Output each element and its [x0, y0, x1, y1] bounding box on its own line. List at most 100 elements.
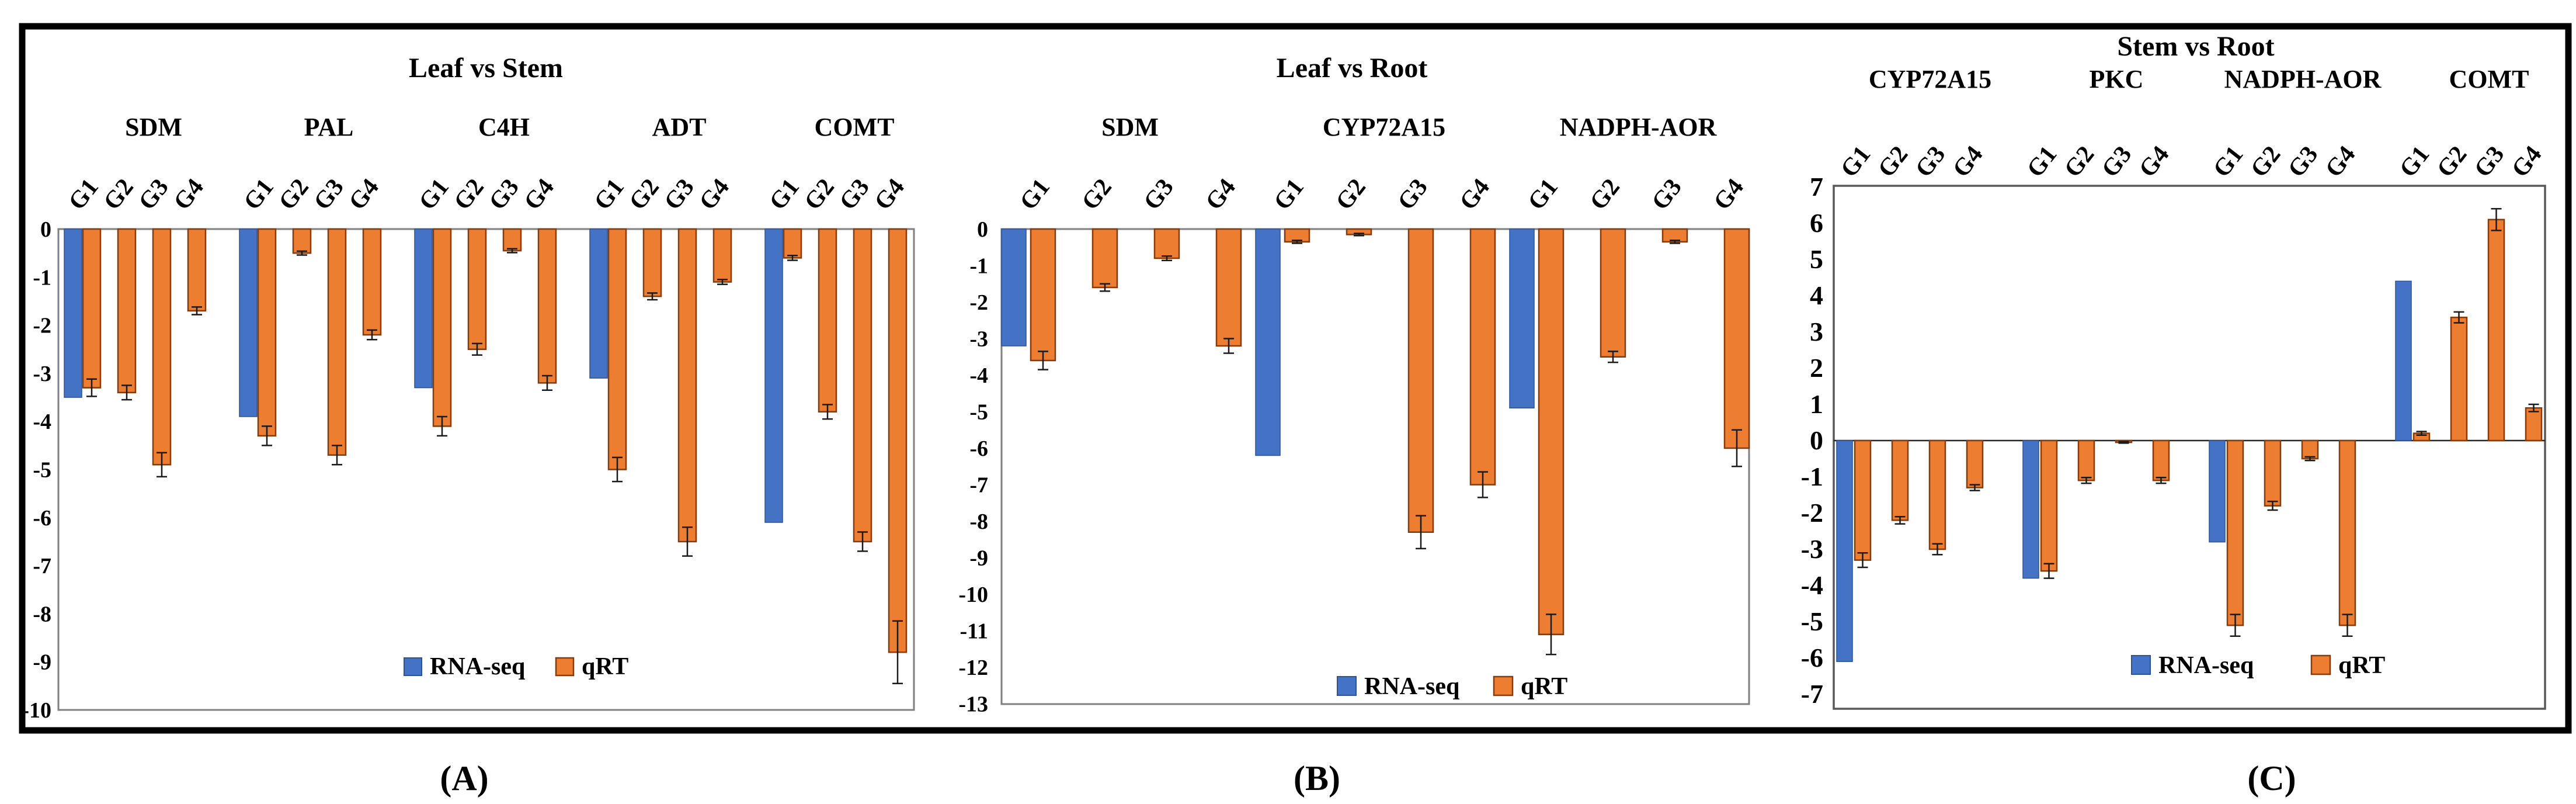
tick-label: -3: [1801, 534, 1823, 564]
tick-label: -5: [33, 458, 51, 483]
gene-label: NADPH-AOR: [2224, 65, 2382, 93]
error-bar: [1546, 614, 1556, 656]
error-bar: [262, 425, 272, 446]
bar-qrt: [502, 228, 522, 252]
gene-label: ADT: [652, 113, 707, 141]
bar-qrt: [853, 228, 872, 543]
bar-qrt: [1469, 228, 1496, 486]
bar-qrt: [1966, 439, 1984, 488]
error-bar: [612, 456, 623, 483]
error-bar: [1670, 240, 1680, 244]
error-bar: [297, 250, 307, 256]
tick-label: 0: [40, 217, 51, 242]
bar-qrt: [1928, 439, 1946, 550]
group-label: G2: [2245, 141, 2286, 183]
error-bar: [2491, 207, 2502, 231]
error-bar: [1969, 484, 1980, 491]
error-bar: [192, 306, 202, 316]
error-bar: [542, 375, 552, 391]
bar-rna-seq: [2022, 440, 2039, 579]
group-label: G1: [1015, 174, 1055, 216]
group-label: G3: [835, 174, 875, 216]
axis-tick-labels: 0 -1 -2 -3 -4 -5 -6 -7 -8 -9 -10: [22, 217, 51, 723]
group-label: G3: [134, 174, 174, 216]
legend-swatch-rna-seq: [2131, 655, 2151, 675]
group-label: G1: [1523, 174, 1563, 216]
error-bar: [1038, 351, 1048, 370]
tick-label: 2: [1810, 353, 1823, 383]
error-bar: [1223, 338, 1234, 354]
error-bar: [857, 531, 868, 552]
tick-label: -5: [969, 400, 988, 425]
bar-qrt: [2450, 316, 2468, 442]
legend-swatch-qrt: [1493, 675, 1514, 696]
panel-c-title: Stem vs Root: [2117, 31, 2274, 62]
bar-qrt: [783, 228, 802, 259]
bar-rna-seq: [1836, 440, 1853, 662]
error-bar: [2304, 456, 2316, 462]
tick-label: -10: [22, 698, 51, 723]
group-label: G3: [1910, 141, 1951, 183]
tick-label: -7: [33, 554, 51, 578]
group-label: G4: [1709, 174, 1749, 216]
legend-label-qrt: qRT: [582, 653, 628, 680]
tick-label: 0: [1810, 425, 1823, 455]
bar-qrt: [2487, 219, 2505, 442]
group-label: G4: [2507, 141, 2547, 183]
group-label: G1: [2394, 141, 2435, 183]
group-label: G4: [694, 174, 735, 216]
bar-qrt: [1091, 228, 1118, 289]
bar-qrt: [607, 228, 627, 470]
bar-qrt: [2226, 439, 2244, 626]
bar-qrt: [1891, 439, 1909, 521]
bar-qrt: [2338, 439, 2356, 626]
tick-label: 1: [1810, 389, 1823, 419]
group-label: G2: [1331, 174, 1371, 216]
tick-label: -1: [969, 254, 988, 279]
tick-label: -4: [1801, 570, 1823, 600]
legend-label-qrt: qRT: [2338, 652, 2385, 679]
error-bar: [1857, 552, 1868, 569]
tick-label: 5: [1810, 244, 1823, 274]
bar-qrt: [1153, 228, 1180, 259]
bar-qrt: [1854, 439, 1872, 561]
bar-qrt: [642, 228, 662, 297]
error-bar: [2267, 500, 2278, 511]
bar-qrt: [1030, 228, 1056, 362]
panel-a-title: Leaf vs Stem: [409, 53, 563, 84]
bar-rna-seq: [1255, 228, 1281, 456]
group-label: G1: [764, 174, 805, 216]
tick-label: -11: [960, 619, 988, 644]
error-bar: [86, 378, 97, 397]
legend-swatch-qrt: [555, 657, 575, 677]
tick-label: -7: [969, 473, 988, 498]
bar-qrt: [187, 228, 207, 312]
group-label: G3: [1393, 174, 1433, 216]
tick-label: -3: [33, 362, 51, 386]
bar-qrt: [712, 228, 732, 283]
tick-label: -3: [969, 327, 988, 352]
bar-qrt: [1600, 228, 1626, 358]
tick-label: -2: [1801, 498, 1823, 528]
bar-rna-seq: [1001, 228, 1027, 346]
error-bar: [121, 384, 132, 401]
error-bar: [1478, 471, 1488, 498]
error-bar: [367, 329, 377, 341]
error-bar: [2416, 431, 2427, 436]
tick-label: 7: [1810, 172, 1823, 202]
group-label: G4: [870, 174, 910, 216]
error-bar: [1162, 255, 1172, 261]
legend-label-rna-seq: RNA-seq: [430, 653, 525, 680]
panel-c-legend: RNA-seq qRT: [2131, 652, 2385, 679]
group-label: G4: [344, 174, 384, 216]
group-label: G3: [1647, 174, 1687, 216]
group-label: G4: [1201, 174, 1241, 216]
bar-rna-seq: [589, 228, 608, 379]
error-bar: [157, 452, 167, 478]
panel-b-caption: (B): [1294, 759, 1340, 798]
group-label: G3: [1139, 174, 1179, 216]
tick-label: 6: [1810, 208, 1823, 238]
